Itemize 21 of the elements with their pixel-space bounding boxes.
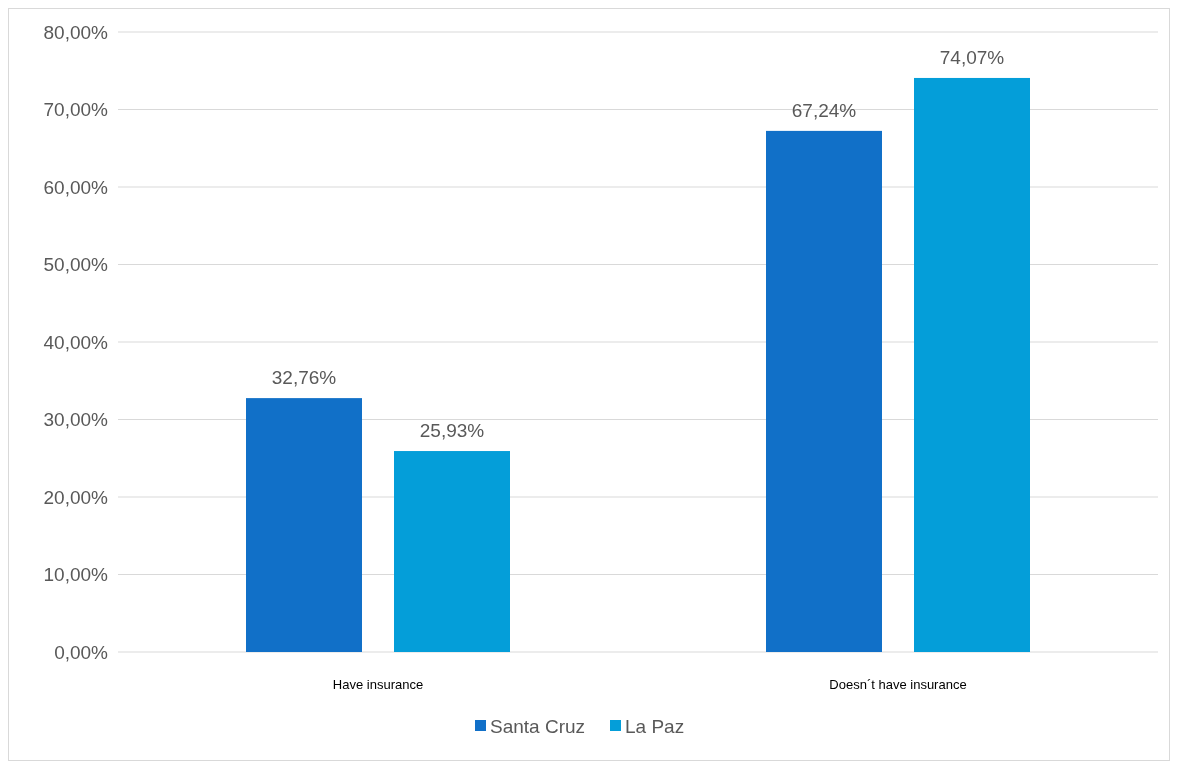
bar	[766, 130, 882, 652]
x-tick-label: Have insurance	[332, 677, 424, 692]
legend-label: Santa Cruz	[490, 715, 586, 737]
y-tick-label: 70,00%	[43, 99, 109, 121]
y-tick-label: 50,00%	[43, 254, 109, 276]
y-tick-label: 30,00%	[43, 409, 109, 431]
data-label: 25,93%	[419, 420, 485, 442]
y-tick-label: 0,00%	[54, 641, 109, 663]
bar	[394, 451, 510, 652]
data-label: 67,24%	[791, 99, 857, 121]
y-tick-label: 40,00%	[43, 331, 109, 353]
data-label: 74,07%	[939, 46, 1005, 68]
y-tick-label: 60,00%	[43, 176, 109, 198]
bar	[914, 77, 1030, 652]
y-tick-label: 80,00%	[43, 21, 109, 43]
x-tick-label: Doesn´t have insurance	[829, 677, 967, 692]
y-tick-label: 20,00%	[43, 486, 109, 508]
bar	[246, 398, 362, 652]
data-label: 32,76%	[271, 367, 337, 389]
y-tick-label: 10,00%	[43, 564, 109, 586]
legend-label: La Paz	[625, 715, 685, 737]
